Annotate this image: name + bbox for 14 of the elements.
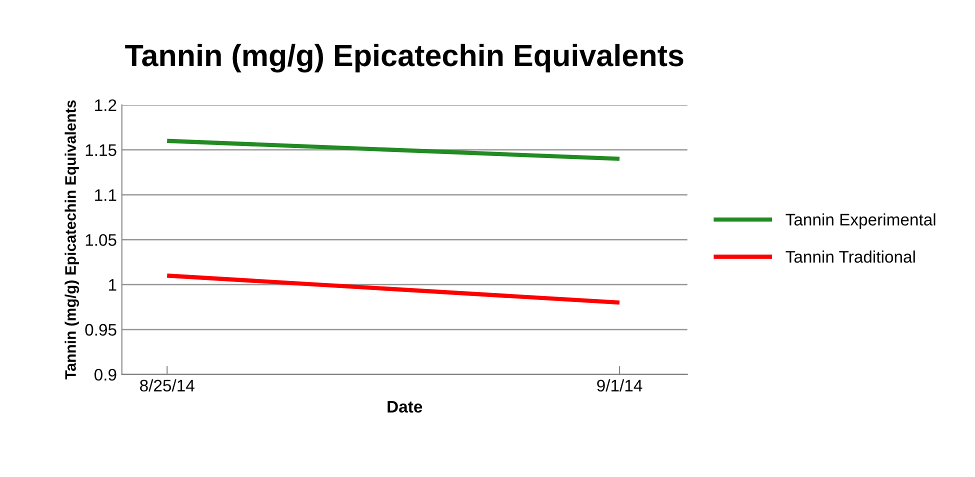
- x-axis-title: Date: [388, 401, 422, 413]
- legend-label: Tannin Experimental: [786, 213, 936, 229]
- y-tick-label: 0.9: [94, 368, 116, 381]
- y-tick-label: 1: [109, 279, 116, 291]
- y-tick-label: 1.15: [86, 144, 116, 156]
- y-tick-label: 0.95: [85, 324, 116, 336]
- x-tick-label: 8/25/14: [140, 379, 194, 392]
- x-tick-label: 9/1/14: [597, 379, 642, 392]
- y-axis-title: Tannin (mg/g) Epicatechin Equivalents: [64, 100, 80, 380]
- y-tick-label: 1.05: [86, 234, 116, 246]
- y-tick-label: 1.1: [95, 189, 116, 201]
- chart-title: Tannin (mg/g) Epicatechin Equivalents: [125, 44, 684, 73]
- legend-label: Tannin Traditional: [786, 250, 915, 263]
- y-tick-label: 1.2: [95, 99, 116, 111]
